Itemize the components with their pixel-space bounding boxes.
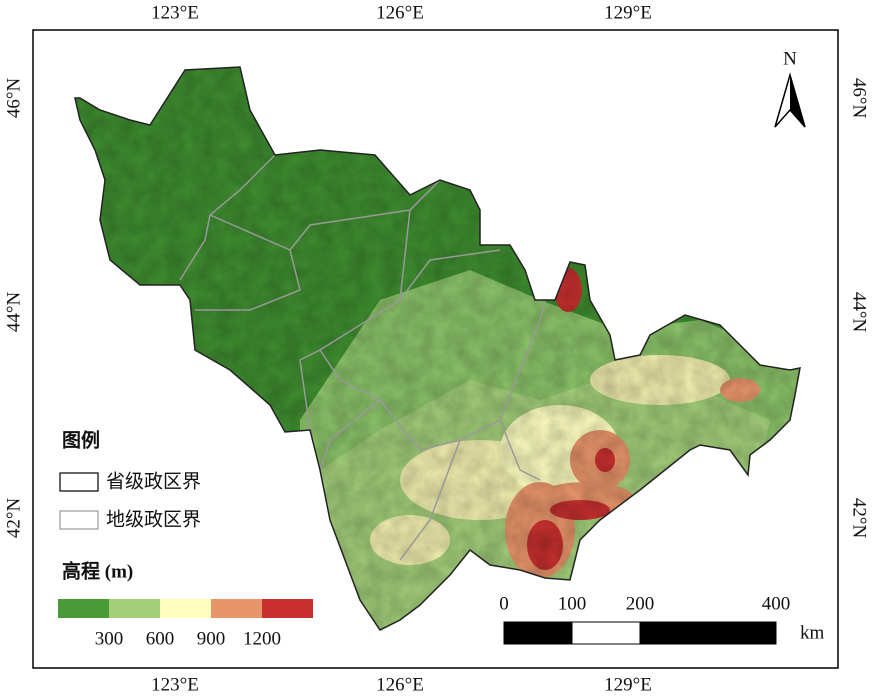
legend-swatch — [59, 510, 99, 530]
elevation-swatch — [58, 599, 109, 618]
legend-title: 图例 — [62, 428, 100, 451]
scale-segment — [571, 621, 641, 645]
legend-swatch — [59, 472, 99, 492]
prefecture-boundaries — [179, 154, 546, 561]
longitude-label: 126°E — [376, 2, 424, 23]
elevation-swatch — [109, 599, 160, 618]
legend-label: 省级政区界 — [106, 470, 201, 492]
elevation-title: 高程 (m) — [62, 559, 133, 582]
scale-label: 0 — [499, 593, 509, 614]
latitude-label: 44°N — [3, 292, 24, 333]
elevation-label: 300 — [95, 628, 124, 649]
scale-label: 100 — [558, 593, 587, 614]
elevation-swatch — [160, 599, 211, 618]
scale-label: 400 — [762, 593, 791, 614]
latitude-label: 46°N — [849, 78, 870, 119]
longitude-label: 129°E — [604, 2, 652, 23]
elevation-label: 900 — [197, 628, 226, 649]
legend-label: 地级政区界 — [106, 508, 201, 530]
longitude-label: 123°E — [151, 2, 199, 23]
elevation-swatch — [262, 599, 313, 618]
north-label: N — [783, 48, 797, 69]
elevation-raster — [75, 67, 800, 630]
map-frame — [32, 29, 839, 669]
latitude-label: 44°N — [849, 292, 870, 333]
longitude-label: 126°E — [376, 674, 424, 695]
scale-segment — [503, 621, 573, 645]
elevation-label: 1200 — [243, 628, 281, 649]
elevation-swatch — [211, 599, 262, 618]
longitude-label: 129°E — [604, 674, 652, 695]
scale-label: 200 — [626, 593, 655, 614]
elevation-label: 600 — [146, 628, 175, 649]
latitude-label: 46°N — [3, 78, 24, 119]
latitude-label: 42°N — [849, 498, 870, 539]
scale-unit: km — [800, 622, 825, 643]
latitude-label: 42°N — [3, 498, 24, 539]
north-arrow-fill — [790, 75, 805, 127]
scale-segment — [639, 621, 777, 645]
longitude-label: 123°E — [151, 674, 199, 695]
